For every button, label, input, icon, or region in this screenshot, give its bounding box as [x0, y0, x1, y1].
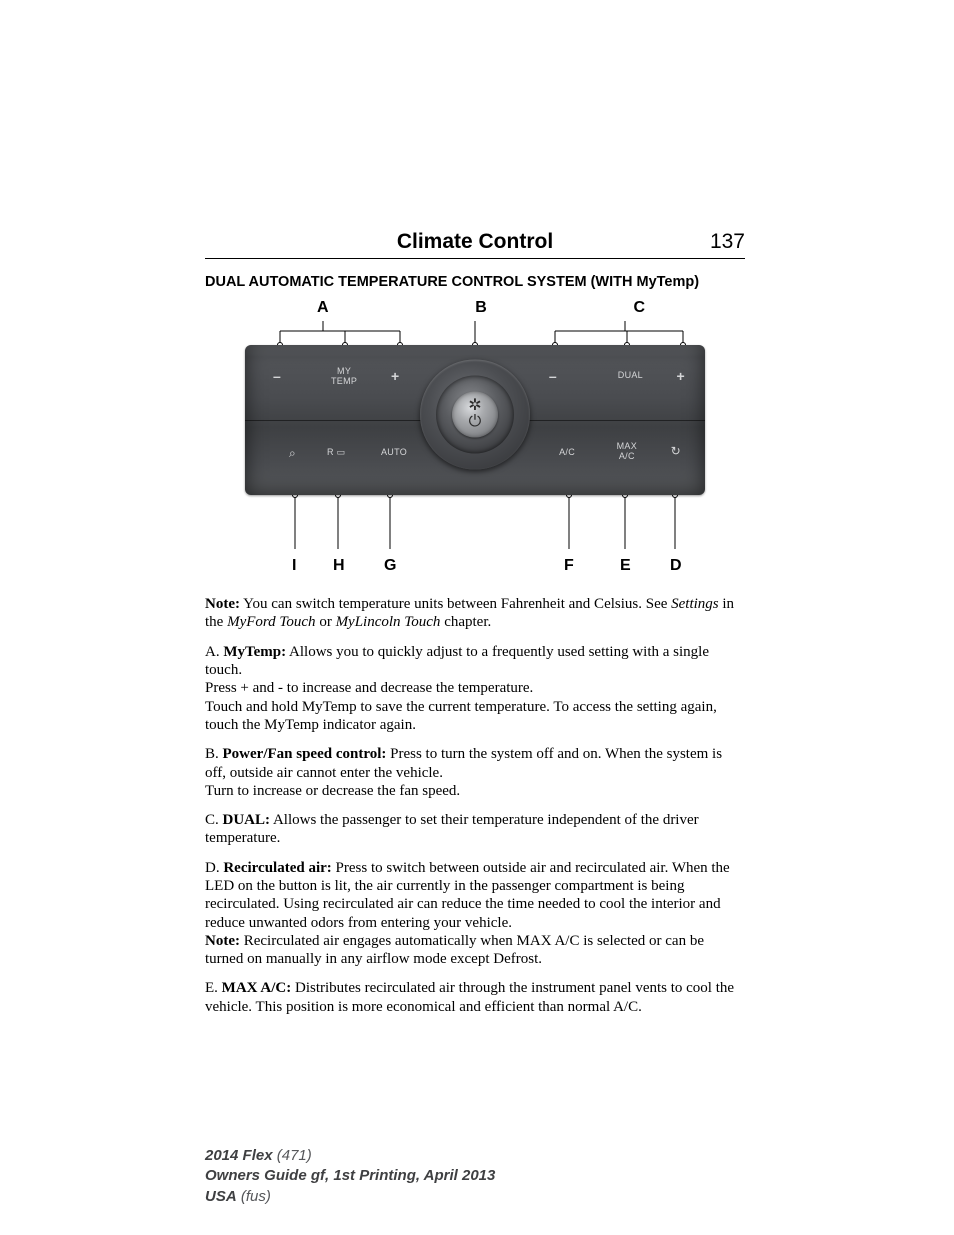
- ac-button-label: A/C: [559, 448, 575, 457]
- dual-button-label: DUAL: [618, 371, 643, 380]
- page-header: Climate Control 137: [205, 230, 745, 259]
- driver-temp-up-icon: +: [391, 369, 399, 384]
- item-E: E. MAX A/C: Distributes recirculated air…: [205, 979, 745, 1016]
- fan-knob: ✲ ⏻: [420, 360, 530, 470]
- callout-H: H: [333, 557, 345, 575]
- page-footer: 2014 Flex (471) Owners Guide gf, 1st Pri…: [205, 1146, 495, 1207]
- power-fan-icon: ✲ ⏻: [468, 398, 481, 430]
- header-title: Climate Control: [397, 230, 553, 254]
- item-A: A. MyTemp: Allows you to quickly adjust …: [205, 643, 745, 734]
- climate-panel: – MY TEMP + – DUAL + ⌕ R ▭ AUTO A/C MAX …: [245, 345, 705, 495]
- page-number: 137: [553, 230, 745, 254]
- callout-I: I: [292, 557, 296, 575]
- callout-lines-top: [245, 321, 705, 345]
- callout-C: C: [633, 299, 645, 317]
- callout-lines-bottom: [245, 495, 705, 553]
- pass-temp-up-icon: +: [677, 369, 685, 384]
- max-ac-button-label: MAX A/C: [617, 442, 637, 461]
- callout-D: D: [670, 557, 682, 575]
- callout-A: A: [317, 299, 329, 317]
- rear-defrost-icon: R ▭: [327, 448, 345, 457]
- callout-E: E: [620, 557, 631, 575]
- note-units: Note: You can switch temperature units b…: [205, 595, 745, 632]
- item-B: B. Power/Fan speed control: Press to tur…: [205, 745, 745, 800]
- climate-panel-diagram: A B C –: [245, 299, 705, 577]
- recirc-icon: ↻: [671, 445, 681, 458]
- mytemp-button-label: MY TEMP: [331, 367, 357, 386]
- driver-temp-down-icon: –: [273, 369, 281, 384]
- auto-button-label: AUTO: [381, 448, 407, 457]
- section-title: DUAL AUTOMATIC TEMPERATURE CONTROL SYSTE…: [205, 273, 745, 291]
- callout-B: B: [475, 299, 487, 317]
- item-D: D. Recirculated air: Press to switch bet…: [205, 859, 745, 969]
- item-C: C. DUAL: Allows the passenger to set the…: [205, 811, 745, 848]
- defrost-icon: ⌕: [289, 447, 296, 460]
- callout-G: G: [384, 557, 396, 575]
- pass-temp-down-icon: –: [549, 369, 557, 384]
- callout-F: F: [564, 557, 574, 575]
